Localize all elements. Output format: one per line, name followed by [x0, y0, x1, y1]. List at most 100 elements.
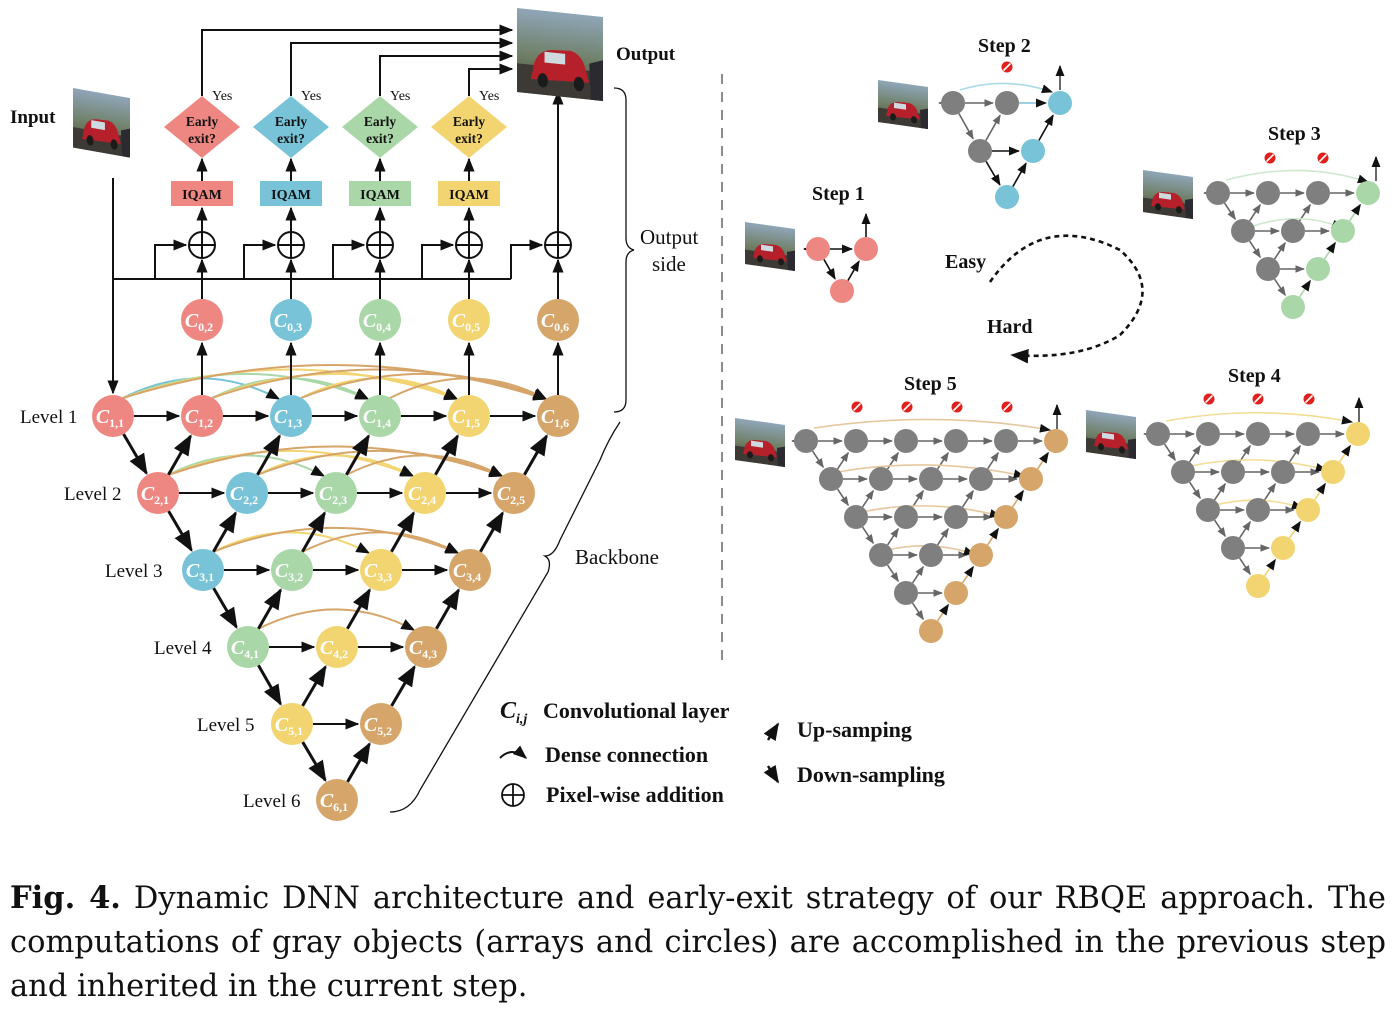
mini-arrow: [1238, 520, 1251, 539]
mini-node: [1281, 219, 1305, 243]
iqam-label: IQAM: [449, 188, 489, 203]
stop-icon: [901, 401, 913, 413]
stop-icon: [1303, 393, 1315, 405]
mini-arrow: [1238, 557, 1251, 576]
conv-layer-node: C2,1: [137, 472, 179, 514]
mini-arrow: [1288, 520, 1301, 539]
mini-arrow: [837, 464, 1026, 479]
mini-node: [1206, 181, 1230, 205]
mini-arrow: [958, 113, 974, 140]
architecture-figure: C0,2 C0,3 C0,4 C0,5 C0,6 C1,1 C1,2 C1,3 C1,4 C1,5…: [10, 8, 1381, 821]
stop-icon: [1317, 152, 1329, 164]
mini-arrow: [1036, 451, 1049, 470]
up-sampling-arrow: [479, 511, 504, 553]
up-sampling-arrow: [346, 588, 371, 630]
yes-label: Yes: [479, 89, 499, 104]
mini-node: [1246, 574, 1270, 598]
down-sampling-arrow: [257, 664, 282, 706]
dense-connection-arrow: [122, 364, 548, 401]
legend-conv-label: Convolutional layer: [543, 698, 730, 723]
mini-arrow: [1225, 169, 1370, 184]
conv-layer-node: C3,2: [271, 549, 313, 591]
up-sampling-arrow: [256, 434, 281, 476]
conv-layer-node: C0,6: [537, 299, 579, 341]
mini-arrow: [886, 527, 899, 546]
output-label: Output: [616, 44, 676, 65]
dense-connection-arrow: [301, 531, 460, 554]
conv-layer-node: C2,5: [493, 472, 535, 514]
conv-layer-node: C2,3: [315, 472, 357, 514]
level-label: Level 4: [154, 638, 212, 659]
early-exit-diamond: [164, 96, 240, 158]
mini-node: [969, 467, 993, 491]
early-exit-label: exit?: [455, 131, 483, 146]
iqam-label: IQAM: [360, 188, 400, 203]
conv-layer-node: C3,3: [360, 549, 402, 591]
mini-arrow: [1011, 489, 1024, 508]
dense-connection-arrow: [212, 531, 371, 554]
mini-arrow: [1248, 240, 1261, 259]
step-label: Step 5: [904, 373, 957, 395]
mini-node: [1271, 460, 1295, 484]
conv-layer-node: C1,2: [181, 395, 223, 437]
level-label: Level 5: [197, 715, 255, 736]
mini-node: [995, 91, 1019, 115]
backbone-brace: [389, 421, 621, 813]
mini-arrow: [1189, 459, 1328, 472]
conv-layer-node: C4,2: [316, 626, 358, 668]
conv-layer-node: C1,6: [537, 395, 579, 437]
iqam-box: [438, 181, 500, 206]
mini-arrow: [1038, 114, 1054, 141]
stop-icon: [1001, 61, 1013, 73]
mini-node: [919, 467, 943, 491]
step-label: Step 2: [978, 35, 1031, 57]
stop-icon: [1252, 393, 1264, 405]
mini-arrow: [961, 565, 974, 584]
conv-layer-node: C3,4: [449, 549, 491, 591]
mini-node: [1321, 460, 1345, 484]
up-sampling-arrow: [434, 434, 459, 476]
conv-layer-node: C5,2: [360, 703, 402, 745]
mini-node: [1146, 422, 1170, 446]
mini-node: [1296, 422, 1320, 446]
mini-arrow: [1163, 443, 1176, 462]
backbone-label: Backbone: [575, 545, 659, 569]
up-sampling-arrow: [390, 511, 415, 553]
mini-node: [1196, 422, 1220, 446]
conv-layer-node: C0,3: [270, 299, 312, 341]
mini-arrow: [959, 82, 1054, 93]
early-exit-label: exit?: [188, 131, 216, 146]
caption-text: Dynamic DNN architecture and early-exit …: [10, 881, 1386, 1004]
pixel-wise-addition-icon: [544, 231, 572, 259]
mini-arrow: [823, 259, 836, 280]
mini-arrow: [1338, 444, 1351, 463]
dense-connection-arrow: [167, 445, 504, 478]
mini-arrow: [1273, 278, 1286, 297]
early-exit-diamond: [431, 96, 507, 158]
skip-branch-arrow: [421, 239, 455, 279]
up-sampling-arrow: [257, 588, 282, 630]
mini-node: [1281, 295, 1305, 319]
step-label: Step 1: [812, 183, 865, 205]
mini-node: [894, 505, 918, 529]
yes-exit-arrow: [290, 37, 514, 96]
yes-label: Yes: [212, 89, 232, 104]
dense-connection-arrow: [300, 372, 548, 400]
iqam-box: [260, 181, 322, 206]
thumbnail-image: [745, 222, 795, 272]
conv-layer-node: C2,2: [226, 472, 268, 514]
mini-arrow: [985, 114, 1001, 141]
mini-node: [1331, 219, 1355, 243]
down-sampling-arrow: [167, 510, 193, 552]
mini-arrow: [936, 451, 949, 470]
mini-arrow: [1313, 482, 1326, 501]
output-image: [517, 8, 603, 102]
mini-node: [1171, 460, 1195, 484]
mini-node: [1256, 181, 1280, 205]
stop-icon: [1001, 401, 1013, 413]
conv-layer-node: C1,4: [359, 395, 401, 437]
mini-node: [1306, 181, 1330, 205]
pixel-wise-addition-icon: [277, 231, 305, 259]
level-label: Level 3: [105, 561, 163, 582]
iqam-box: [349, 181, 411, 206]
